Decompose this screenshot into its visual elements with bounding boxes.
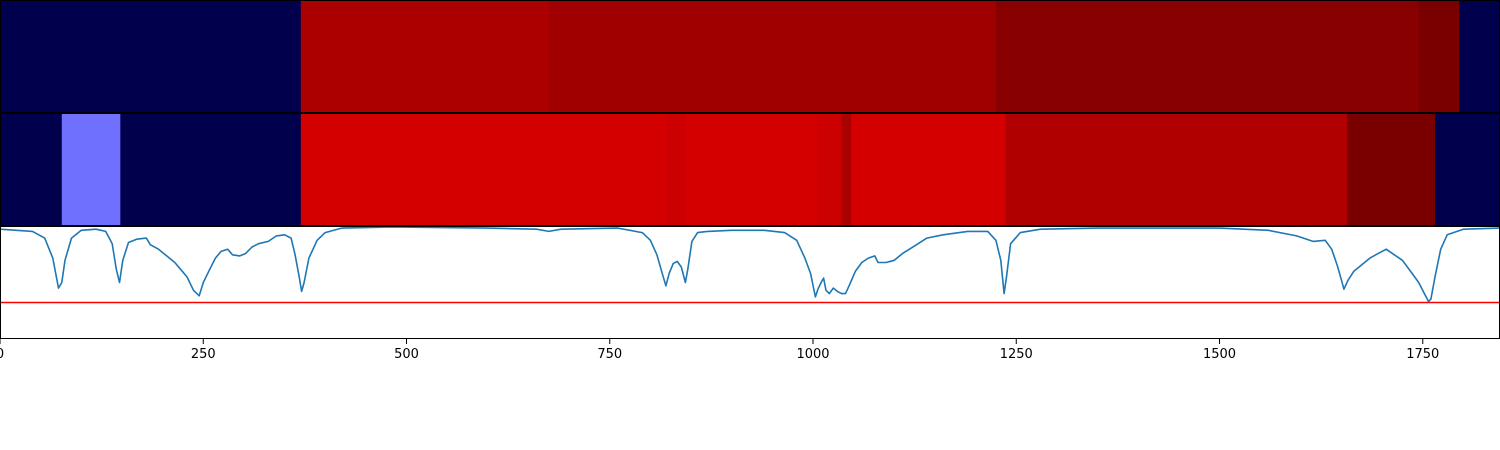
heatmap-2-segment-4: [666, 113, 686, 226]
x-tick-label-750: 750: [597, 347, 622, 362]
heatmap-1-segment-0: [0, 0, 302, 113]
x-tick-label-0: 0: [0, 347, 4, 362]
heatmap-2-segment-9: [1005, 113, 1348, 226]
heatmap-1-segment-1: [300, 0, 550, 113]
x-tick-label-1750: 1750: [1406, 347, 1439, 362]
heatmap-2-segment-3: [300, 113, 668, 226]
x-tick-label-500: 500: [394, 347, 419, 362]
x-tick-label-250: 250: [191, 347, 216, 362]
heatmap-1-segment-2: [548, 0, 997, 113]
heatmap-2-segment-7: [841, 113, 852, 226]
heatmap-2-segment-5: [685, 113, 818, 226]
heatmap-2-segment-8: [851, 113, 1007, 226]
x-axis: 0 250 500 750 1000 1250 1500 1750: [0, 339, 1439, 362]
line-panel: [0, 226, 1500, 304]
heatmap-1-segment-3: [995, 0, 1420, 113]
heatmap-panel-2: [0, 113, 1500, 226]
x-tick-label-1500: 1500: [1203, 347, 1236, 362]
line-panel-frame: [0, 226, 1500, 339]
heatmap-panel-1: [0, 0, 1500, 113]
heatmap-2-segment-2: [120, 113, 302, 226]
heatmap-1-segment-5: [1459, 0, 1500, 113]
heatmap-2-segment-6: [817, 113, 842, 226]
heatmap-2-segment-11: [1434, 113, 1500, 226]
heatmap-2-segment-0: [0, 113, 63, 226]
heatmap-1-segment-4: [1418, 0, 1460, 113]
series-line-0: [0, 226, 1500, 303]
heatmap-2-segment-10: [1347, 113, 1436, 226]
x-tick-label-1250: 1250: [1000, 347, 1033, 362]
heatmap-2-segment-1: [61, 113, 121, 226]
x-tick-label-1000: 1000: [796, 347, 829, 362]
